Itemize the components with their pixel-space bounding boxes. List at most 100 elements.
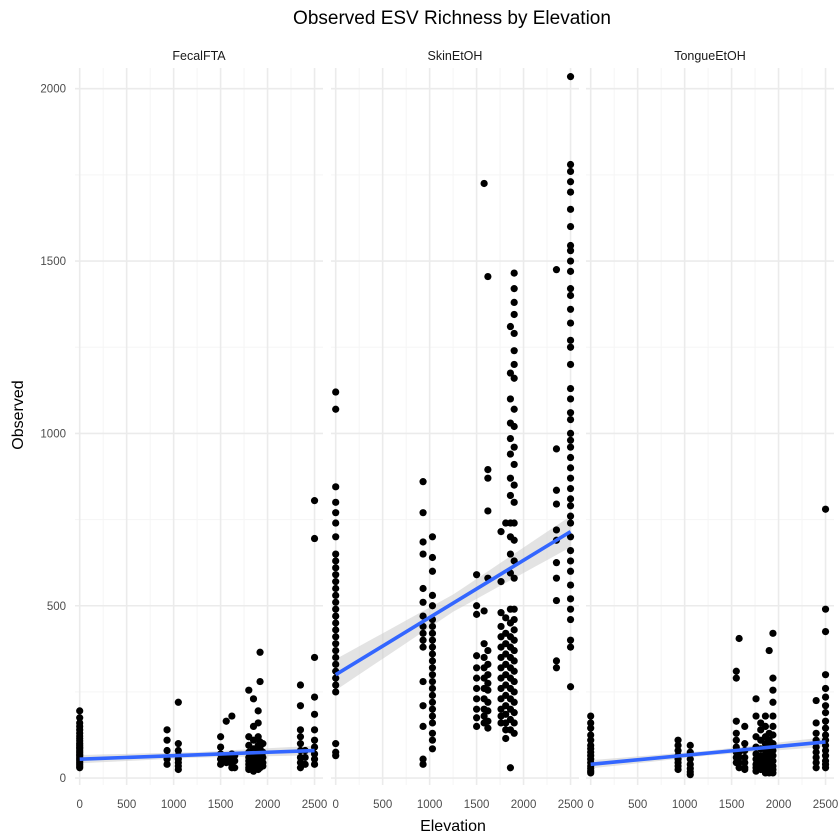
data-point: [332, 598, 340, 606]
data-point: [566, 567, 575, 575]
data-point: [735, 764, 743, 772]
data-point: [510, 657, 518, 665]
data-point: [310, 760, 319, 768]
data-point: [428, 736, 437, 744]
data-point: [310, 497, 319, 505]
data-point: [428, 729, 437, 737]
x-tick-label: 2500: [302, 799, 328, 811]
data-point: [732, 667, 740, 675]
x-axis-title: Elevation: [420, 818, 486, 835]
data-point: [735, 634, 743, 643]
data-point: [566, 436, 575, 444]
data-point: [752, 695, 760, 703]
data-point: [428, 745, 437, 753]
data-point: [332, 519, 340, 527]
data-point: [484, 507, 492, 515]
data-point: [419, 677, 427, 686]
data-point: [76, 764, 84, 772]
data-point: [332, 646, 340, 655]
data-point: [821, 764, 830, 772]
x-tick-label: 1000: [417, 799, 443, 811]
data-point: [222, 758, 230, 767]
data-point: [552, 596, 561, 605]
data-point: [428, 602, 437, 610]
data-point: [510, 347, 518, 355]
data-point: [510, 646, 518, 655]
data-point: [332, 674, 340, 682]
data-point: [769, 674, 777, 682]
data-point: [674, 765, 682, 774]
data-point: [480, 712, 488, 720]
data-point: [419, 598, 427, 606]
data-point: [812, 743, 820, 751]
data-point: [769, 731, 777, 739]
data-point: [428, 657, 437, 665]
data-point: [428, 650, 437, 658]
data-point: [76, 714, 84, 722]
data-point: [484, 671, 492, 679]
data-point: [332, 752, 340, 760]
data-point: [769, 712, 777, 720]
data-point: [566, 167, 575, 176]
data-point: [310, 710, 319, 718]
data-point: [222, 717, 230, 725]
data-point: [301, 760, 309, 768]
y-tick-label: 0: [60, 773, 66, 785]
data-point: [484, 646, 492, 655]
data-point: [510, 269, 518, 277]
data-point: [332, 564, 340, 572]
data-point: [769, 757, 777, 765]
data-point: [310, 653, 319, 662]
data-point: [510, 636, 518, 644]
data-point: [510, 443, 518, 451]
data-point: [510, 688, 518, 696]
data-point: [259, 762, 267, 770]
x-tick-label: 1500: [719, 799, 745, 811]
data-point: [566, 384, 575, 393]
data-point: [419, 584, 427, 593]
data-point: [332, 498, 340, 506]
x-tick-label: 500: [373, 799, 392, 811]
data-point: [510, 285, 518, 293]
data-point: [480, 607, 488, 615]
data-point: [332, 584, 340, 593]
data-point: [769, 752, 777, 760]
facet-strip-label: SkinEtOH: [428, 49, 483, 63]
data-point: [769, 722, 777, 730]
data-point: [587, 731, 595, 739]
data-point: [419, 636, 427, 644]
x-tick-label: 2000: [766, 799, 792, 811]
data-point: [821, 724, 830, 732]
data-point: [484, 474, 492, 482]
data-point: [506, 550, 515, 558]
data-point: [428, 553, 437, 562]
data-point: [821, 752, 830, 760]
data-point: [332, 660, 340, 668]
data-point: [480, 640, 488, 648]
data-point: [497, 622, 505, 631]
data-point: [821, 693, 830, 701]
data-point: [497, 609, 505, 617]
data-point: [821, 717, 830, 725]
data-point: [259, 753, 267, 762]
data-point: [566, 474, 575, 482]
data-point: [510, 677, 518, 686]
data-point: [428, 636, 437, 644]
data-point: [419, 612, 427, 620]
data-point: [296, 740, 305, 748]
data-point: [587, 736, 595, 744]
data-point: [296, 681, 305, 689]
x-tick-label: 0: [332, 799, 338, 811]
data-point: [566, 291, 575, 300]
data-point: [332, 688, 340, 696]
data-point: [332, 557, 340, 565]
data-point: [741, 753, 749, 762]
data-point: [473, 664, 481, 672]
x-axis-ticks: 0 500 1000 1500 2000 2500: [76, 799, 327, 811]
data-point: [510, 310, 518, 319]
panel-grid: [75, 68, 323, 785]
data-point: [332, 533, 340, 541]
x-tick-label: 2000: [511, 799, 537, 811]
data-point: [506, 474, 515, 482]
data-point: [674, 736, 682, 744]
